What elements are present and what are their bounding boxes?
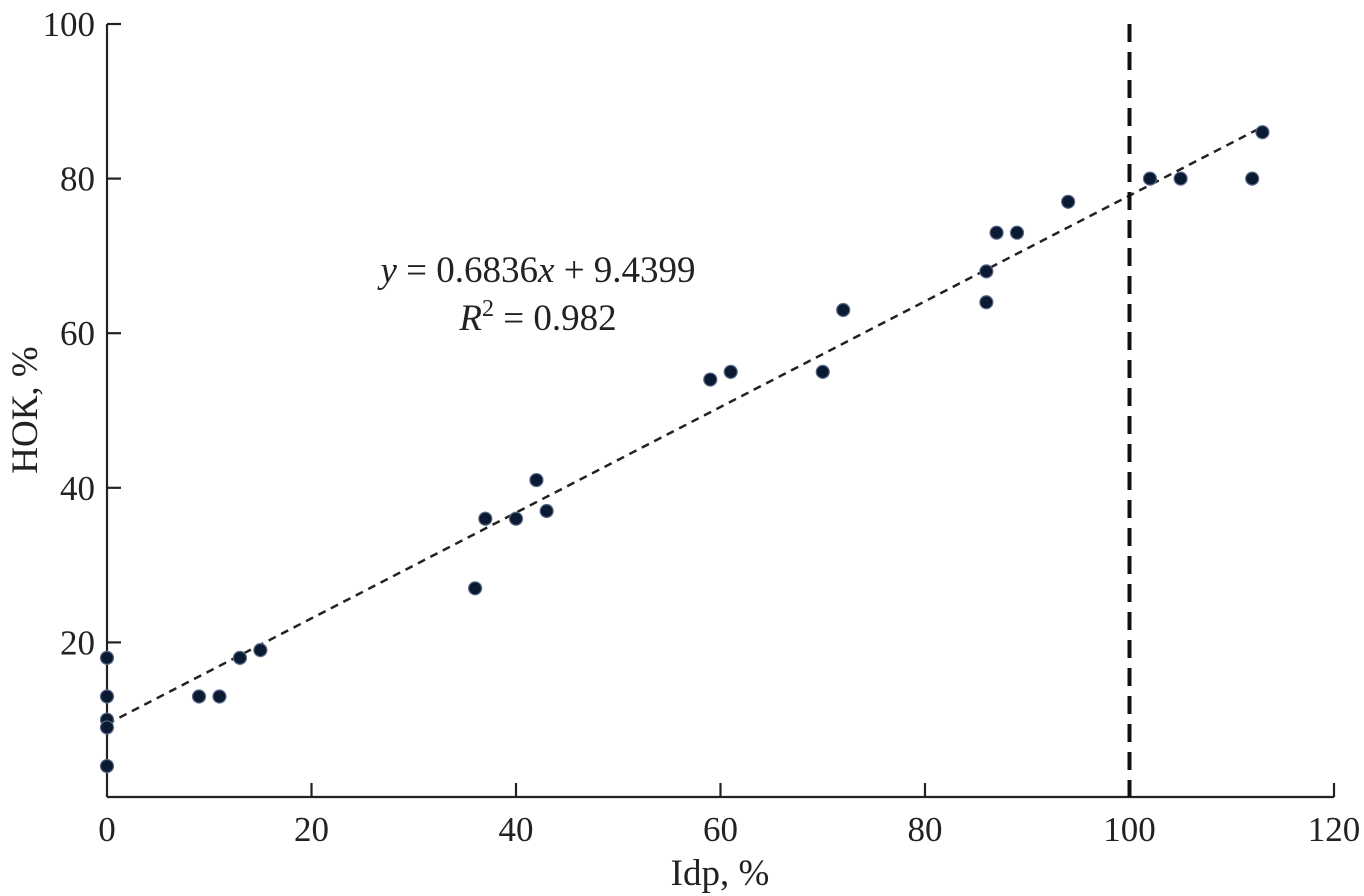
data-point [232,650,248,665]
data-point [508,511,524,526]
data-point [815,364,830,379]
data-point [191,689,207,704]
ticks [107,22,1336,797]
x-tick-label: 20 [294,810,329,849]
r2-r: R [458,298,482,339]
eq-slope: = 0.6836 [397,250,538,291]
data-point [979,264,994,279]
data-point [99,650,115,665]
data-point [989,225,1004,240]
x-axis-label: Idp, % [671,853,770,894]
tick-labels: 0 20 40 60 80 100 120 20 40 60 80 100 [43,5,1361,849]
x-tick-label: 0 [98,810,116,849]
data-point [1009,225,1025,240]
y-tick-label: 60 [60,314,95,353]
data-point [99,689,115,704]
axes [105,24,1334,799]
eq-intercept: + 9.4399 [554,250,695,291]
r2-sup: 2 [482,296,494,322]
data-point [99,720,115,735]
data-point [99,758,115,774]
y-tick-label: 100 [43,5,96,44]
data-point [539,503,554,519]
x-tick-label: 40 [499,810,534,849]
data-points [99,125,1270,774]
r-squared: R2 = 0.982 [458,296,616,339]
data-point [703,372,718,387]
data-point [478,511,493,526]
y-tick-label: 40 [60,469,95,508]
data-point [1173,171,1188,186]
data-point [1245,171,1260,186]
data-point [836,302,851,318]
x-tick-label: 80 [908,810,943,849]
data-point [723,364,738,379]
trend-line [106,125,1263,726]
data-point [1061,194,1076,209]
data-point [212,689,227,704]
y-tick-label: 80 [60,160,95,199]
x-tick-label: 60 [703,810,738,849]
data-point [979,295,994,310]
eq-x: x [537,250,555,291]
data-point [468,581,483,596]
data-point [1142,171,1158,186]
x-tick-label: 120 [1308,810,1361,849]
regression-equation: y = 0.6836x + 9.4399 [376,250,695,291]
y-tick-label: 20 [60,623,95,662]
r2-value: = 0.982 [494,298,617,339]
eq-y: y [376,250,397,291]
data-point [529,472,544,488]
data-point [253,643,268,658]
x-tick-label: 100 [1103,810,1156,849]
y-axis-label: НОК, % [5,346,46,473]
data-point [1255,125,1270,140]
